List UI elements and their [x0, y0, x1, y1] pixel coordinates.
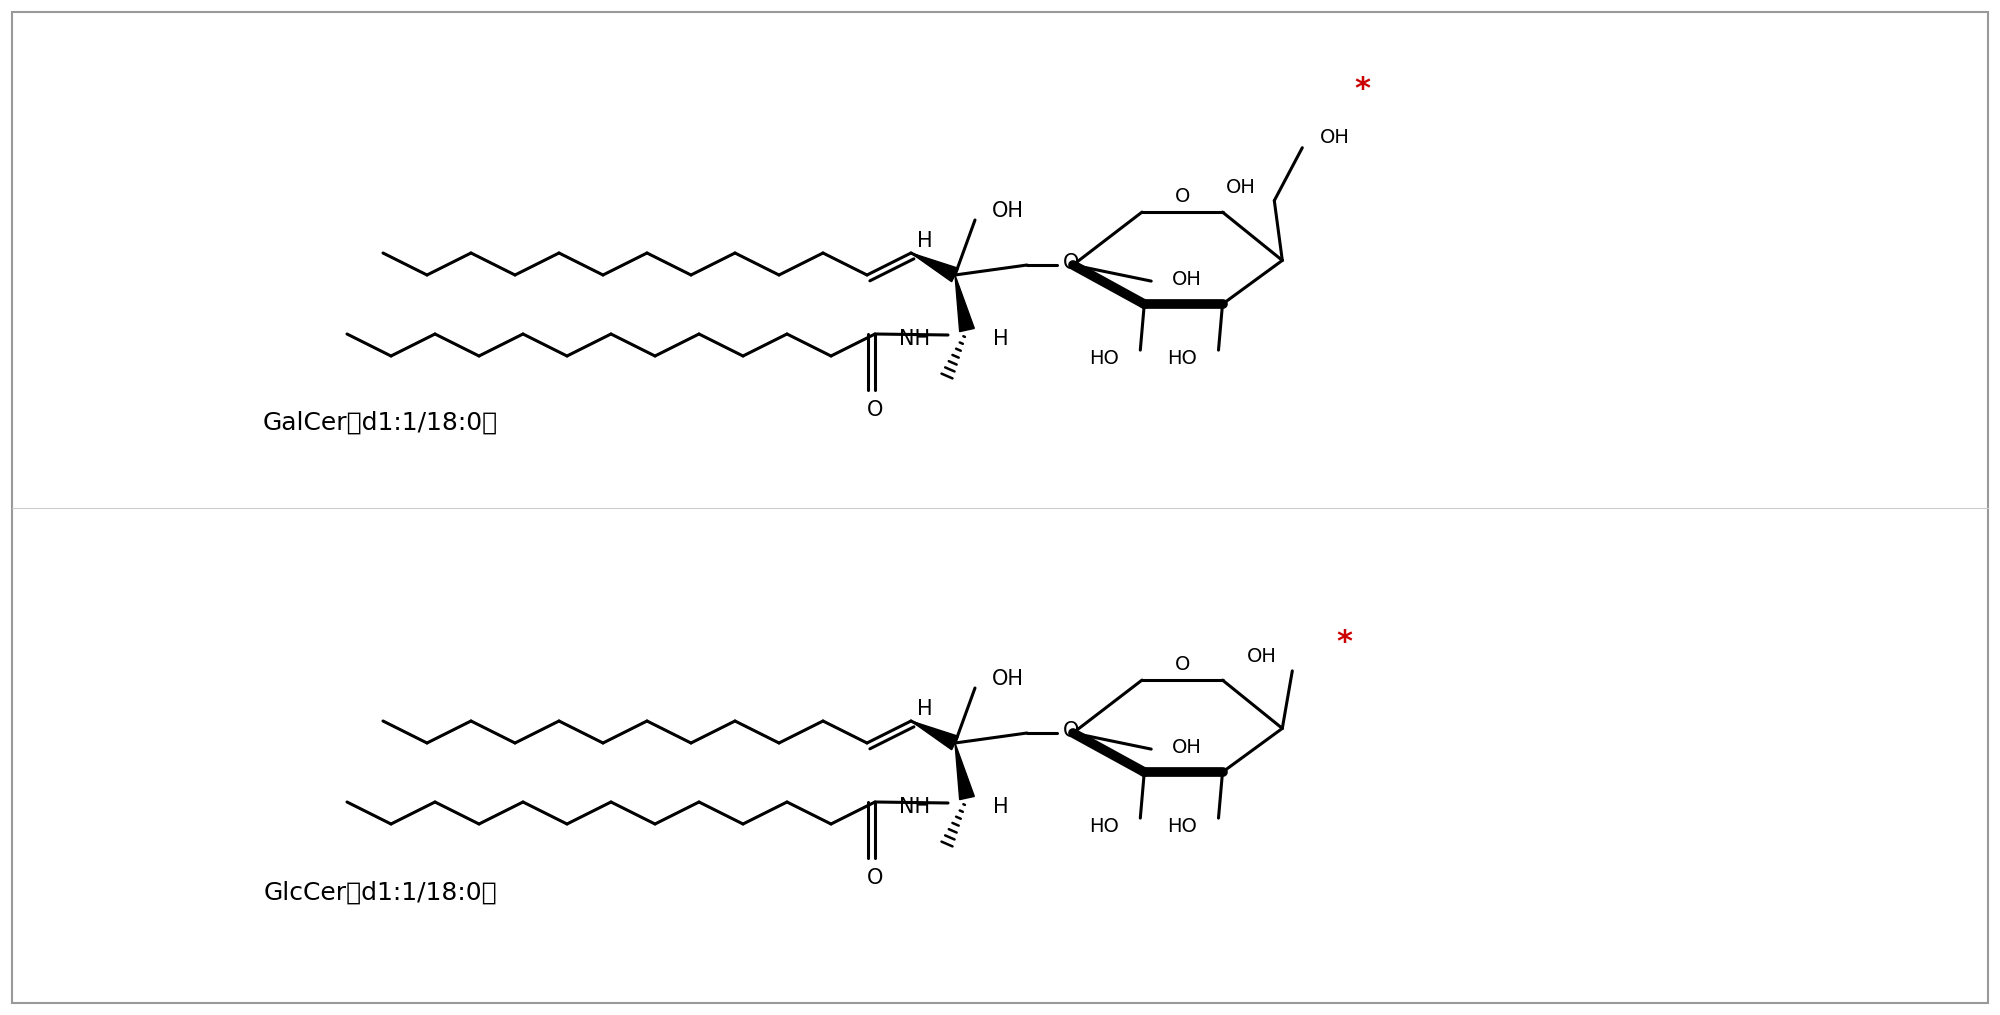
Text: H: H	[994, 797, 1008, 817]
Text: GlcCer（d1:1/18:0）: GlcCer（d1:1/18:0）	[264, 881, 496, 905]
Polygon shape	[912, 253, 958, 282]
Polygon shape	[956, 743, 974, 800]
Text: H: H	[918, 231, 932, 251]
Text: *: *	[1336, 628, 1352, 658]
Text: H: H	[994, 329, 1008, 349]
Text: O: O	[1062, 253, 1080, 273]
Text: OH: OH	[1172, 738, 1202, 756]
Polygon shape	[956, 275, 974, 332]
Text: OH: OH	[1226, 178, 1256, 197]
Text: HO: HO	[1090, 348, 1120, 367]
Text: OH: OH	[1320, 128, 1350, 147]
Text: HO: HO	[1168, 817, 1198, 835]
Text: OH: OH	[1172, 270, 1202, 288]
Text: OH: OH	[1248, 648, 1278, 667]
Text: HO: HO	[1168, 348, 1198, 367]
Text: H: H	[918, 699, 932, 719]
Text: OH: OH	[992, 669, 1024, 689]
Text: OH: OH	[992, 201, 1024, 221]
Text: O: O	[1174, 655, 1190, 674]
Polygon shape	[912, 721, 958, 750]
Text: HO: HO	[1090, 817, 1120, 835]
Text: O: O	[1174, 187, 1190, 206]
Text: GalCer（d1:1/18:0）: GalCer（d1:1/18:0）	[262, 411, 498, 435]
Text: NH: NH	[900, 797, 930, 817]
Text: O: O	[866, 868, 884, 888]
Text: O: O	[1062, 721, 1080, 741]
Text: *: *	[1354, 75, 1370, 105]
Text: O: O	[866, 400, 884, 420]
Text: NH: NH	[900, 329, 930, 349]
